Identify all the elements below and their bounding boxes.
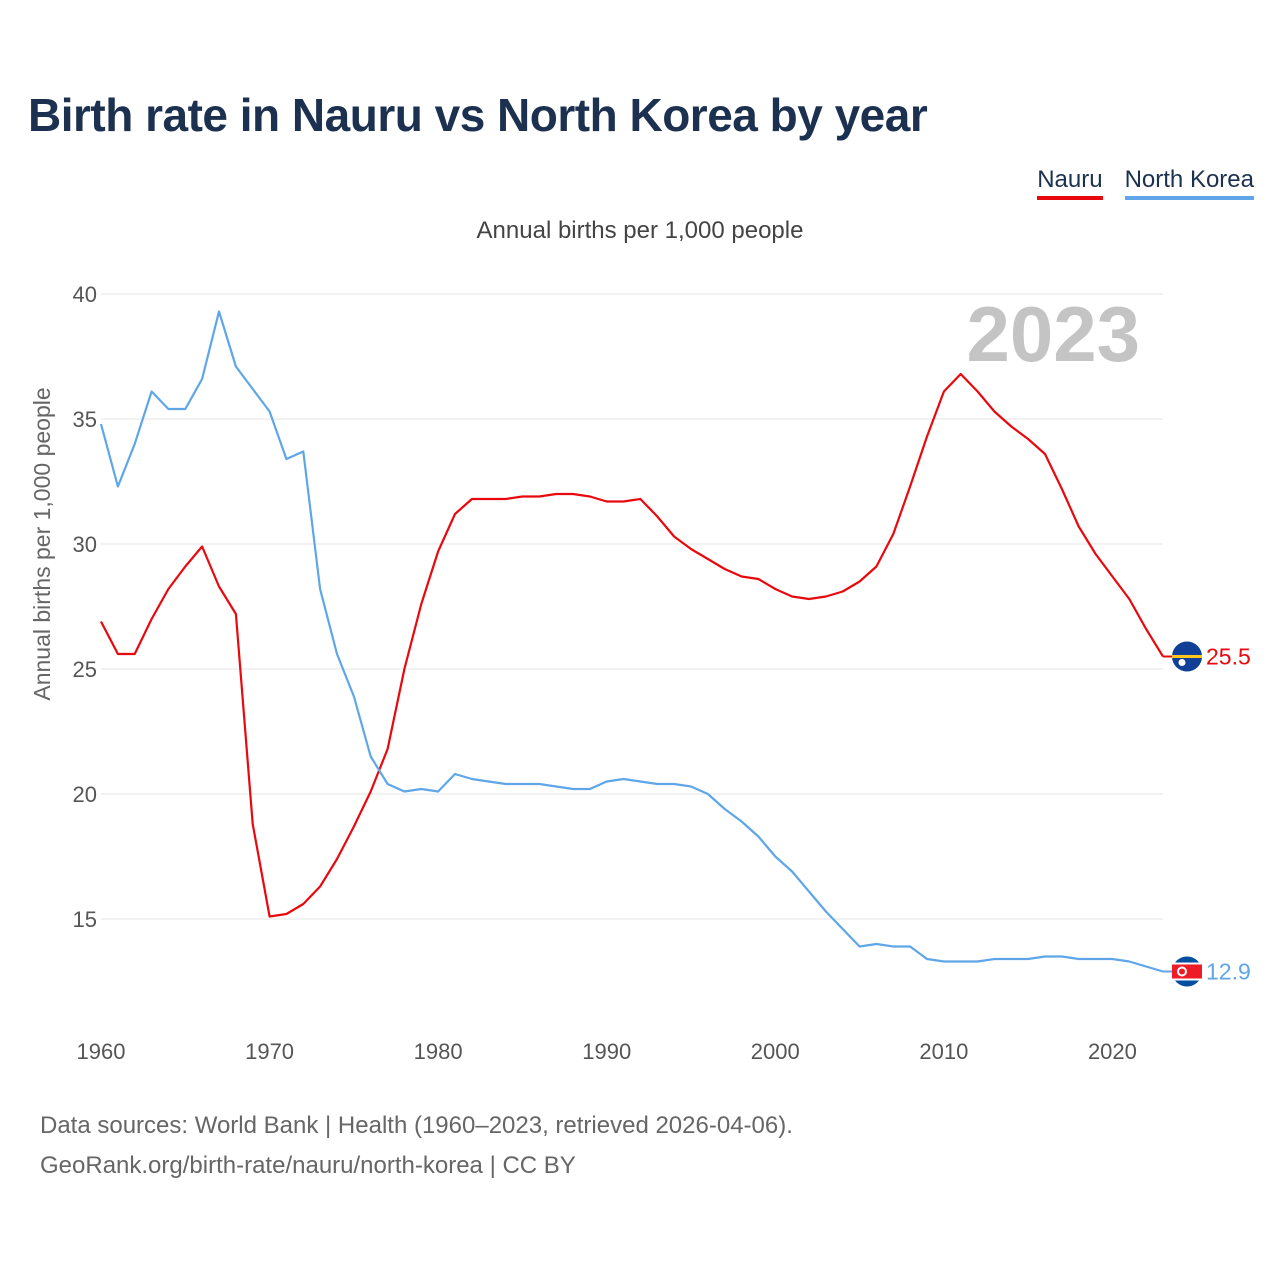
x-tick-label: 1960 (77, 1039, 126, 1064)
y-tick-label: 20 (73, 782, 97, 807)
gridlines (101, 294, 1163, 919)
line-chart: 15 20 25 30 35 40 1960 1970 1980 1990 2000 2010 202… (0, 0, 1280, 1100)
end-value-label: 12.9 (1206, 959, 1251, 985)
north-korea-flag-icon (1172, 957, 1202, 987)
x-axis-ticks: 1960 1970 1980 1990 2000 2010 2020 (77, 1039, 1137, 1064)
footer-link[interactable]: GeoRank.org/birth-rate/nauru/north-korea… (40, 1146, 793, 1186)
footer-sources: Data sources: World Bank | Health (1960–… (40, 1106, 793, 1146)
x-tick-label: 2020 (1088, 1039, 1137, 1064)
x-tick-label: 2010 (919, 1039, 968, 1064)
end-markers: 25.5 12.9 (1163, 642, 1251, 987)
y-tick-label: 40 (73, 282, 97, 307)
x-tick-label: 1990 (582, 1039, 631, 1064)
footer: Data sources: World Bank | Health (1960–… (40, 1106, 793, 1186)
nauru-flag-icon (1172, 642, 1202, 672)
y-tick-label: 15 (73, 907, 97, 932)
y-tick-label: 30 (73, 532, 97, 557)
series-line-nauru (101, 374, 1163, 917)
y-tick-label: 35 (73, 407, 97, 432)
series-line-north-korea (101, 312, 1163, 972)
end-value-label: 25.5 (1206, 644, 1251, 670)
y-axis-ticks: 15 20 25 30 35 40 (73, 282, 97, 932)
x-tick-label: 1980 (414, 1039, 463, 1064)
series-lines (101, 312, 1163, 972)
y-tick-label: 25 (73, 657, 97, 682)
current-year-label: 2023 (966, 290, 1140, 378)
x-tick-label: 2000 (751, 1039, 800, 1064)
x-tick-label: 1970 (245, 1039, 294, 1064)
y-axis-label: Annual births per 1,000 people (29, 387, 55, 700)
